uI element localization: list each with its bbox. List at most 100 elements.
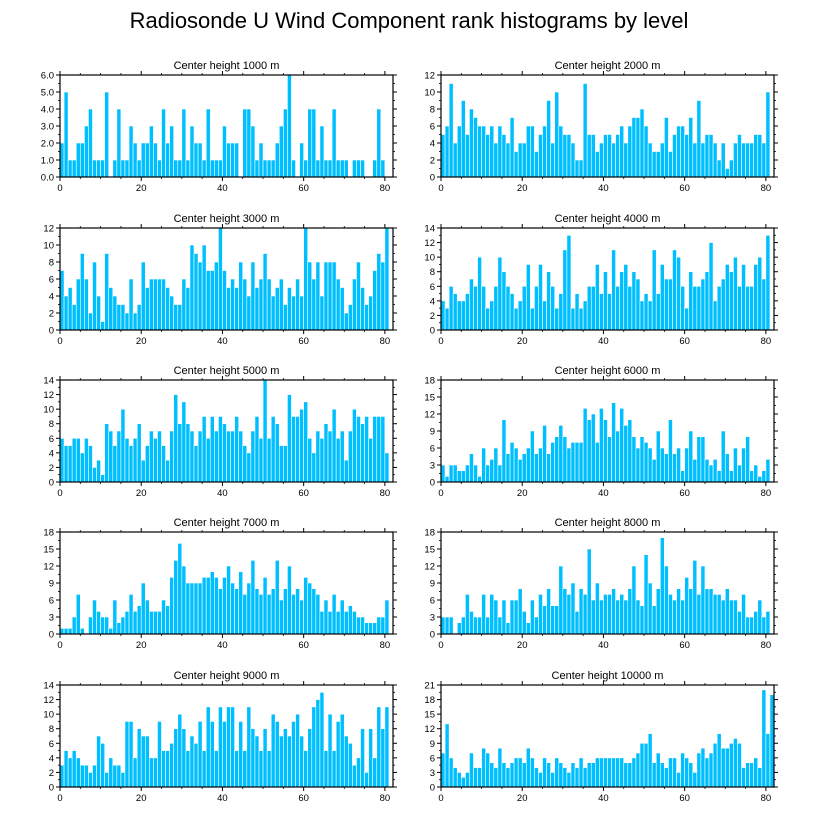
histogram-bar [550,605,556,635]
histogram-bar [570,582,576,635]
panel-title: Center height 2000 m [555,60,661,72]
histogram-bar [704,757,710,788]
histogram-bar [440,752,446,788]
histogram-bar [278,599,284,635]
histogram-bar [319,611,325,635]
histogram-bar [181,278,187,331]
histogram-bar [505,767,511,788]
histogram-bar [352,159,357,178]
histogram-bar [448,83,454,178]
chart-panel-7: Center height 7000 m 0 3 6 9 12 15 18 0 20 40 60 80 [43,517,397,651]
histogram-bar [493,767,499,788]
x-tick-label: 60 [679,336,690,347]
y-tick-label: 6 [49,434,54,445]
histogram-bar [339,159,345,178]
histogram-bar [63,295,69,331]
histogram-bar [688,762,694,788]
histogram-bar [250,261,256,331]
histogram-bar [92,764,97,788]
histogram-bar [599,757,604,788]
y-tick-label: 15 [424,393,435,404]
histogram-bar [456,300,462,331]
histogram-bar [643,442,649,483]
histogram-bar [542,300,547,331]
histogram-bar [92,159,97,178]
histogram-bar [485,134,491,178]
histogram-bar [165,142,170,178]
histogram-bar [258,437,264,483]
histogram-bar [444,307,450,331]
histogram-bar [696,752,702,788]
histogram-bar [209,721,215,788]
histogram-bar [67,445,73,483]
histogram-bar [655,588,661,635]
histogram-bar [582,767,588,788]
histogram-bar [724,747,730,788]
histogram-bar [278,735,284,788]
histogram-bar [741,142,746,178]
histogram-bar [595,264,600,331]
histogram-bar [262,379,268,483]
y-tick-label: 2 [430,156,435,167]
histogram-bar [513,307,519,331]
histogram-bar [173,159,179,178]
histogram-bar [352,278,357,331]
histogram-bar [485,616,491,635]
histogram-bar [708,134,714,178]
histogram-bar [712,459,718,483]
histogram-bar [521,611,527,635]
chart-panel-9: Center height 9000 m 0 2 4 6 8 10 12 14 0 20 40 60 80 [43,670,397,804]
histogram-bar [193,142,199,178]
histogram-bar [88,445,93,483]
x-tick-label: 40 [598,640,609,651]
histogram-bar [716,733,722,788]
y-tick-label: 2 [49,309,54,320]
histogram-bar [546,762,551,788]
histogram-bar [214,577,219,635]
y-tick-label: 9 [430,739,435,750]
histogram-bar [372,159,378,178]
histogram-bar [287,287,292,331]
histogram-bar [676,125,681,178]
histogram-bar [92,467,97,483]
histogram-bar [749,142,754,178]
histogram-bar [165,605,170,635]
histogram-bar [655,151,661,178]
histogram-bar [615,285,620,331]
histogram-bar [323,159,329,178]
histogram-bar [315,699,321,788]
histogram-bar [546,453,551,483]
histogram-bar [368,295,373,331]
histogram-bar [230,430,235,483]
histogram-bar [218,227,223,331]
histogram-bar [452,464,458,483]
y-tick-label: 0.0 [41,173,54,184]
histogram-bar [525,622,531,635]
histogram-bar [603,271,608,331]
histogram-bar [63,445,69,483]
histogram-bar [136,304,142,331]
histogram-bar [631,436,637,483]
histogram-bar [339,713,345,788]
histogram-bar [352,611,357,635]
x-tick-label: 80 [761,488,772,499]
histogram-bar [201,416,207,483]
histogram-bar [534,767,539,788]
histogram-bar [331,261,337,331]
histogram-bar [181,108,187,178]
x-tick-label: 80 [380,488,391,499]
histogram-bar [234,750,239,788]
histogram-bar [120,159,126,178]
histogram-bar [205,270,211,331]
histogram-bar [440,134,446,178]
histogram-bar [84,437,89,483]
histogram-bar [607,594,612,635]
histogram-bar [521,762,527,788]
histogram-bar [230,706,235,788]
histogram-bar [509,442,515,483]
histogram-bar [513,599,519,635]
histogram-bar [238,721,244,788]
histogram-bar [757,256,763,331]
histogram-bar [116,108,122,178]
panel-title: Center height 10000 m [552,670,664,682]
